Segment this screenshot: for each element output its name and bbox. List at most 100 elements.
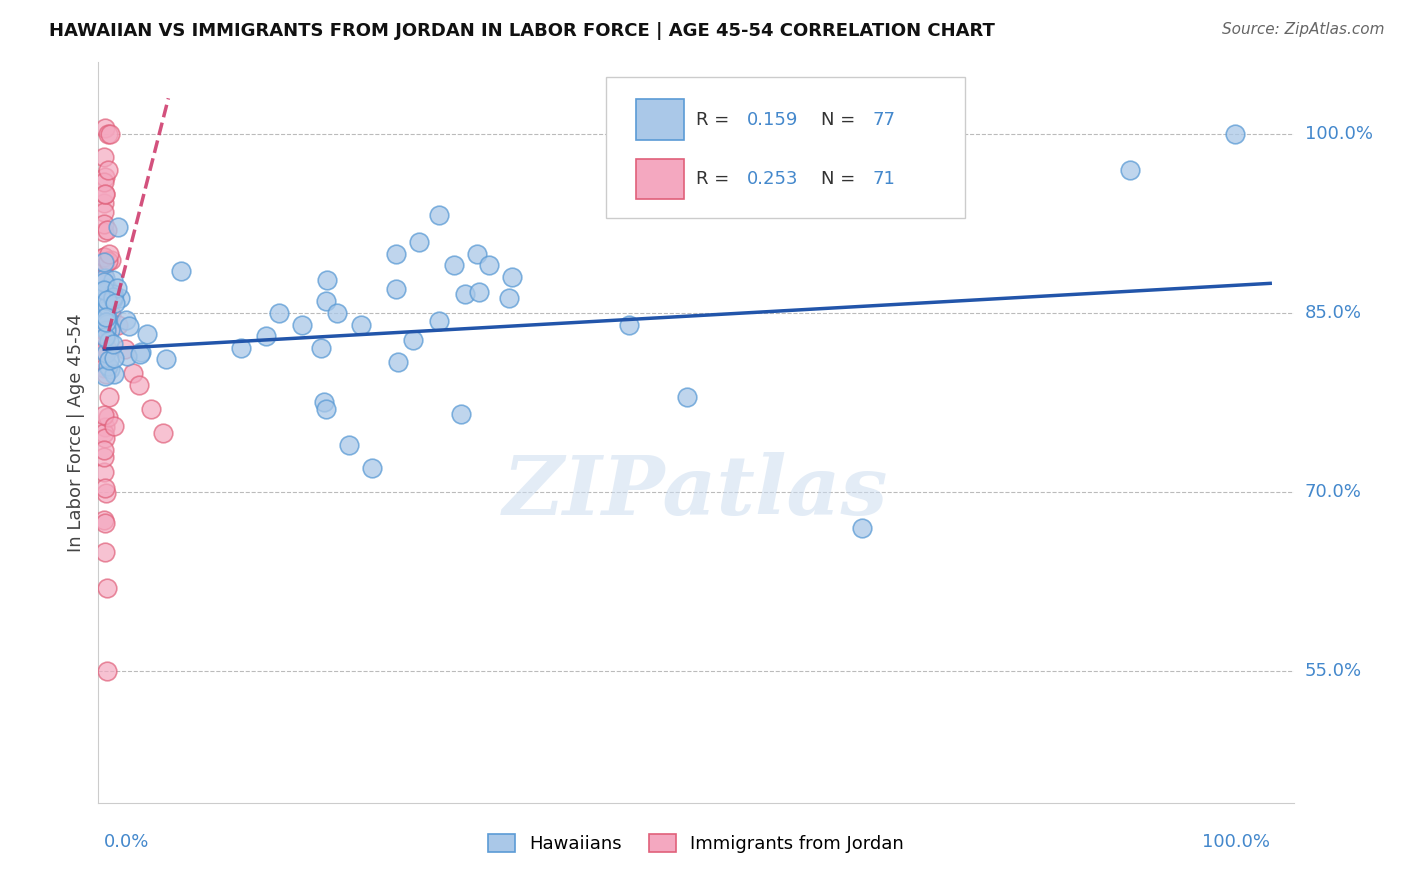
Point [94, 311, 117, 326]
Point [94, 368, 117, 383]
Point [350, 318, 373, 333]
FancyBboxPatch shape [637, 99, 685, 140]
Point [94, 315, 117, 329]
Point [128, 377, 150, 392]
Point [96, 310, 118, 324]
Text: 85.0%: 85.0% [1305, 304, 1361, 322]
Point [93, 442, 115, 457]
Point [118, 319, 141, 334]
Point [94, 346, 117, 360]
Point [93, 513, 115, 527]
Point [337, 437, 360, 451]
Point [314, 395, 336, 409]
Point [103, 351, 125, 366]
Point [129, 345, 152, 359]
Point [115, 313, 138, 327]
Text: 71: 71 [873, 170, 896, 188]
Point [408, 235, 430, 249]
Text: ZIPatlas: ZIPatlas [503, 452, 889, 532]
Point [96, 317, 118, 331]
Point [97, 127, 120, 141]
Point [315, 294, 337, 309]
Point [427, 208, 450, 222]
Point [93, 259, 115, 273]
Point [93, 425, 115, 440]
Point [93, 250, 115, 264]
Text: HAWAIIAN VS IMMIGRANTS FROM JORDAN IN LABOR FORCE | AGE 45-54 CORRELATION CHART: HAWAIIAN VS IMMIGRANTS FROM JORDAN IN LA… [49, 22, 995, 40]
Point [98, 127, 121, 141]
Point [108, 291, 131, 305]
Point [93, 217, 115, 231]
Point [501, 270, 523, 285]
FancyBboxPatch shape [606, 78, 965, 218]
Point [96, 486, 118, 500]
Text: Source: ZipAtlas.com: Source: ZipAtlas.com [1222, 22, 1385, 37]
Point [101, 273, 124, 287]
Point [384, 246, 406, 260]
Point [97, 254, 120, 268]
Point [94, 420, 117, 434]
Point [93, 318, 115, 332]
Point [96, 222, 118, 236]
Point [170, 264, 193, 278]
Point [93, 343, 115, 358]
Point [96, 315, 118, 329]
Point [97, 246, 120, 260]
Point [454, 287, 477, 301]
Point [103, 292, 125, 306]
Legend: Hawaiians, Immigrants from Jordan: Hawaiians, Immigrants from Jordan [481, 827, 911, 861]
Text: 0.159: 0.159 [748, 112, 799, 129]
Point [93, 250, 115, 264]
Point [401, 333, 423, 347]
Point [94, 311, 117, 326]
Point [104, 295, 127, 310]
Point [114, 342, 136, 356]
Point [315, 401, 337, 416]
Point [387, 355, 409, 369]
Point [384, 282, 406, 296]
Point [498, 291, 520, 305]
Point [617, 318, 640, 333]
Point [94, 292, 117, 306]
Point [96, 293, 118, 307]
Point [676, 390, 699, 404]
Point [93, 196, 115, 211]
Point [316, 272, 339, 286]
Point [94, 121, 117, 136]
Point [93, 268, 115, 283]
Point [269, 306, 291, 320]
Point [97, 410, 120, 425]
Point [93, 225, 115, 239]
Point [291, 318, 314, 333]
Point [93, 256, 115, 270]
Text: 100.0%: 100.0% [1305, 125, 1372, 143]
Point [94, 302, 117, 317]
Point [129, 347, 152, 361]
Point [103, 419, 125, 434]
Point [427, 314, 450, 328]
Point [98, 323, 121, 337]
Point [96, 286, 118, 301]
Point [94, 368, 117, 382]
Text: R =: R = [696, 170, 735, 188]
Point [467, 246, 489, 260]
Point [94, 270, 117, 285]
Point [478, 259, 501, 273]
Point [93, 283, 115, 297]
Point [96, 299, 118, 313]
Point [96, 310, 118, 324]
Point [122, 366, 145, 380]
Point [96, 342, 118, 356]
Point [94, 285, 117, 299]
Point [100, 307, 122, 321]
Point [139, 401, 162, 416]
Point [94, 481, 117, 495]
Text: 0.0%: 0.0% [104, 833, 149, 851]
Text: 55.0%: 55.0% [1305, 663, 1362, 681]
Point [98, 361, 121, 376]
Point [93, 465, 115, 479]
Point [1225, 127, 1247, 141]
Point [851, 521, 873, 535]
Point [93, 310, 115, 324]
Point [94, 321, 117, 335]
